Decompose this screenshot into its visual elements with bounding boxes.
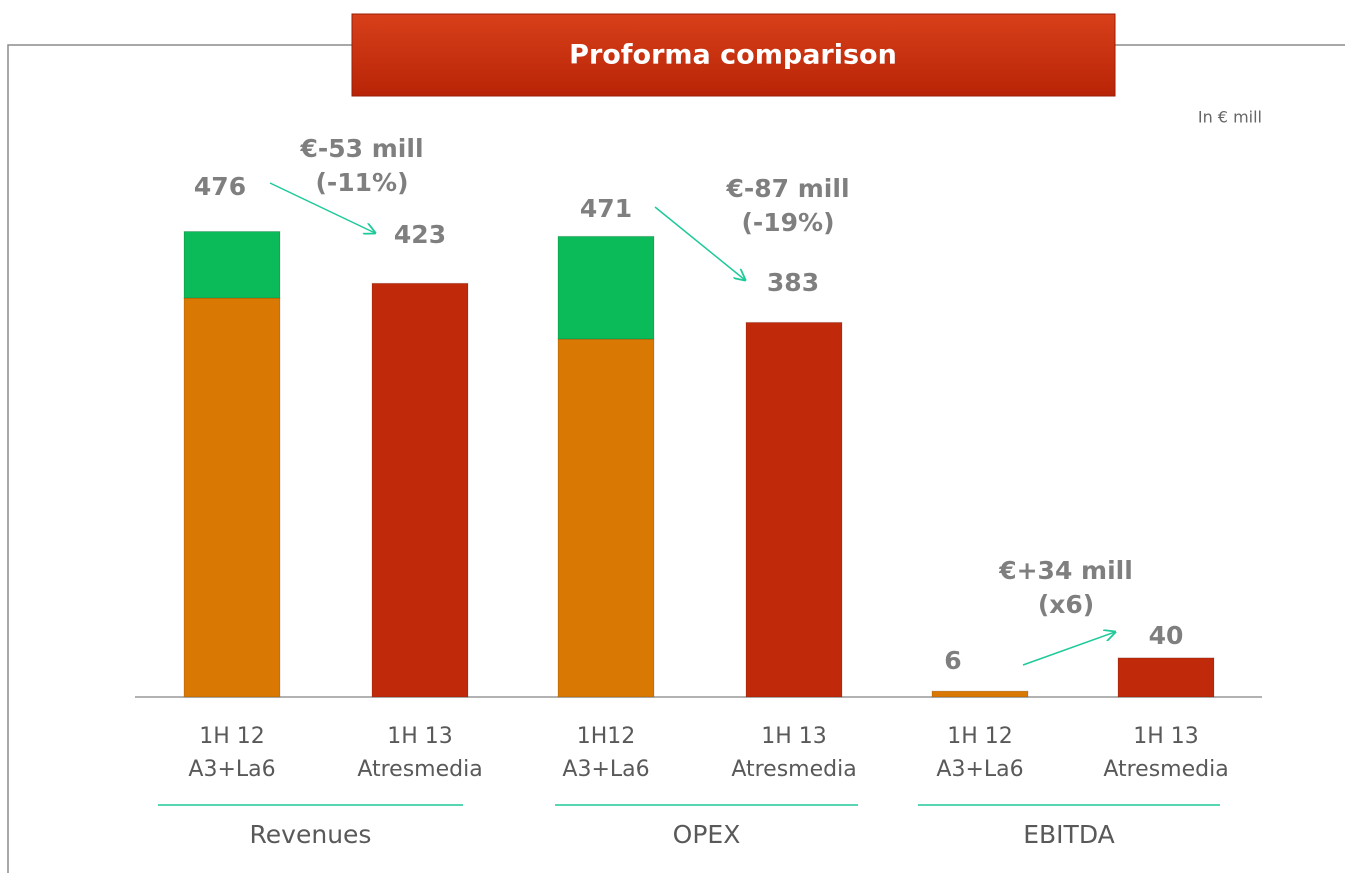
group-label: EBITDA — [1023, 820, 1115, 849]
total-label: 6 — [944, 646, 961, 675]
annotation: €-53 mill — [299, 134, 423, 163]
x-tick-label: 1H 13 — [1133, 724, 1199, 749]
annotation: €-87 mill — [725, 174, 849, 203]
total-label: 40 — [1149, 621, 1184, 650]
x-tick-label: Atresmedia — [1103, 757, 1228, 782]
x-tick-label: 1H 12 — [199, 724, 265, 749]
frame — [7, 44, 1345, 873]
title-box — [351, 13, 1116, 97]
total-label: 476 — [194, 172, 246, 201]
bar-segment — [557, 338, 655, 698]
x-tick-label: Atresmedia — [731, 757, 856, 782]
bar-segment — [183, 297, 281, 698]
bar-segment — [745, 321, 843, 698]
annotation: (-11%) — [315, 168, 408, 197]
unit-note: In € mill — [1198, 108, 1262, 127]
bar-segment — [557, 235, 655, 340]
bar-segment — [183, 230, 281, 299]
x-tick-label: 1H 12 — [947, 724, 1013, 749]
x-tick-label: 1H 13 — [761, 724, 827, 749]
annotation: (x6) — [1038, 590, 1094, 619]
x-tick-label: 1H12 — [577, 724, 636, 749]
x-tick-label: A3+La6 — [936, 757, 1023, 782]
annotation-arrow — [1022, 632, 1115, 666]
annotation: €+34 mill — [998, 556, 1133, 585]
group-label: OPEX — [673, 820, 741, 849]
annotation-arrow — [269, 182, 375, 233]
total-label: 471 — [580, 194, 632, 223]
x-tick-label: 1H 13 — [387, 724, 453, 749]
total-label: 423 — [394, 220, 446, 249]
annotation-arrow — [654, 206, 745, 280]
chart-title: Proforma comparison — [569, 40, 897, 71]
bar-segment — [1117, 657, 1215, 698]
total-label: 383 — [767, 268, 819, 297]
annotation: (-19%) — [741, 208, 834, 237]
bar-segment — [931, 690, 1029, 698]
x-tick-label: Atresmedia — [357, 757, 482, 782]
bar-segment — [371, 282, 469, 698]
x-tick-label: A3+La6 — [562, 757, 649, 782]
x-tick-label: A3+La6 — [188, 757, 275, 782]
group-label: Revenues — [250, 820, 372, 849]
